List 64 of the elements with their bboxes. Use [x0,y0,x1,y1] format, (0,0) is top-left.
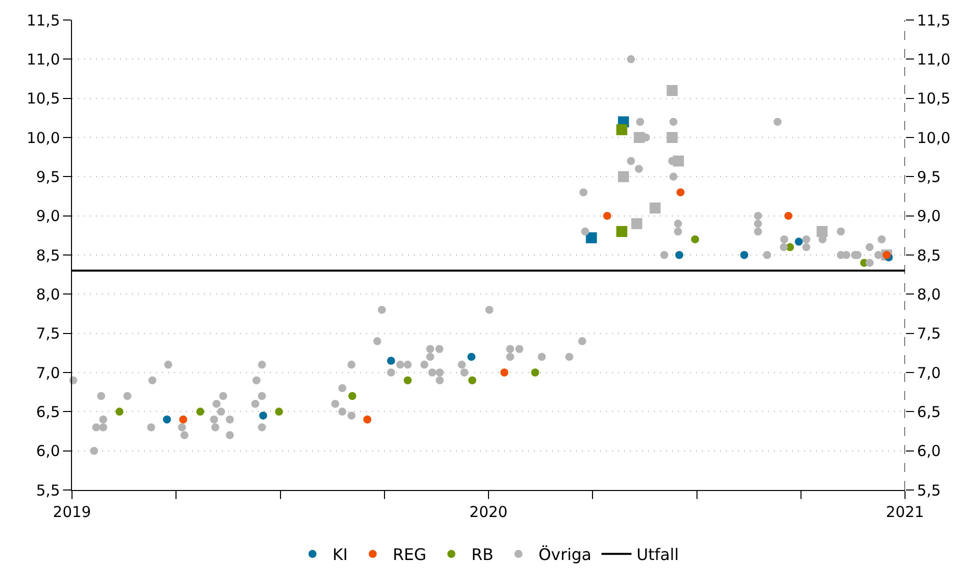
y2-tick-label: 11,5 [917,11,950,30]
point [179,416,188,424]
point [675,251,684,259]
point [666,132,678,143]
y-tick-label: 9,5 [36,168,60,186]
point [676,188,685,196]
point [500,368,508,376]
y-tick-label: 7,5 [36,324,60,343]
point [618,171,629,182]
point [794,238,803,246]
y-tick-label: 11,0 [26,50,60,68]
y2-tick-label: 6,5 [917,402,941,421]
y-tick-label: 5,5 [36,481,60,500]
point [603,212,612,220]
y2-tick-label: 5,5 [917,481,941,500]
y2-tick-label: 7,0 [917,364,941,382]
point [275,408,283,416]
y2-tick-label: 10,0 [917,128,950,147]
x-tick-label: 2021 [886,503,924,521]
y-tick-label: 10,5 [26,90,60,108]
point [259,412,268,420]
point [650,202,661,214]
point [784,212,792,220]
y2-tick-label: 6,0 [917,442,941,460]
legend-label: KI [332,545,348,564]
point [348,392,356,400]
legend-label: Övriga [538,545,592,564]
point [666,85,678,96]
legend-label: RB [471,545,494,564]
y-tick-label: 8,5 [36,246,60,264]
y-tick-label: 6,5 [36,402,60,421]
point [816,226,828,237]
x-tick-label: 2019 [52,503,92,521]
y2-tick-label: 9,0 [917,207,941,226]
legend-label: Utfall [636,545,679,564]
y-tick-label: 10,0 [26,128,60,147]
point [616,124,628,136]
point [586,232,597,244]
y2-tick-label: 8,5 [917,246,941,264]
point [631,218,642,230]
y-tick-label: 6,0 [36,442,60,460]
x-tick-label: 2020 [469,503,508,521]
y2-tick-label: 11,0 [917,50,950,68]
y-tick-label: 11,5 [26,11,60,30]
y2-tick-label: 9,5 [917,168,941,186]
point [387,356,396,365]
y2-tick-label: 10,5 [917,90,950,108]
point [196,408,204,416]
point [404,376,412,384]
point [115,408,124,416]
point [162,416,171,424]
point [616,226,628,237]
point [363,416,372,424]
y2-tick-label: 8,0 [917,285,941,304]
y2-tick-label: 7,5 [917,324,941,343]
point [691,235,700,244]
point [467,352,476,361]
point [531,368,540,376]
legend-label: REG [392,545,426,564]
y-tick-label: 7,0 [36,364,60,382]
point [468,376,476,384]
y-tick-label: 9,0 [36,207,60,226]
y-tick-label: 8,0 [36,285,60,304]
point [740,251,748,259]
